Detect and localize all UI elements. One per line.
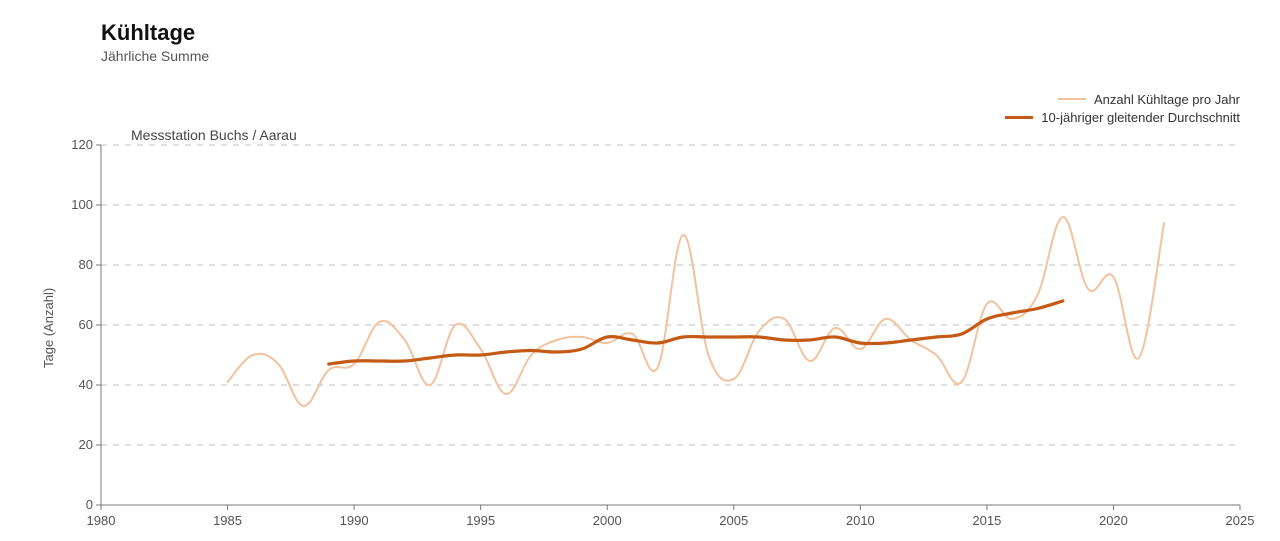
x-tick: 2025: [1220, 513, 1260, 528]
y-tick: 60: [53, 317, 93, 332]
title-block: Kühltage Jährliche Summe: [101, 20, 209, 64]
y-tick: 120: [53, 137, 93, 152]
chart-subtitle: Jährliche Summe: [101, 48, 209, 64]
legend-label-avg: 10-jähriger gleitender Durchschnitt: [1041, 110, 1240, 125]
x-tick: 2010: [840, 513, 880, 528]
x-tick: 1990: [334, 513, 374, 528]
x-tick: 1995: [461, 513, 501, 528]
line-chart: [95, 144, 1242, 512]
x-tick: 2015: [967, 513, 1007, 528]
x-tick: 2020: [1093, 513, 1133, 528]
y-tick: 100: [53, 197, 93, 212]
legend-item-avg: 10-jähriger gleitender Durchschnitt: [1005, 108, 1240, 126]
chart-container: { "title": "Kühltage", "subtitle": "Jähr…: [0, 0, 1280, 541]
x-tick: 1985: [208, 513, 248, 528]
x-tick: 2000: [587, 513, 627, 528]
y-tick: 20: [53, 437, 93, 452]
chart-title: Kühltage: [101, 20, 209, 46]
x-tick: 2005: [714, 513, 754, 528]
legend-item-annual: Anzahl Kühltage pro Jahr: [1005, 90, 1240, 108]
y-tick: 80: [53, 257, 93, 272]
legend: Anzahl Kühltage pro Jahr 10-jähriger gle…: [1005, 90, 1240, 126]
x-tick: 1980: [81, 513, 121, 528]
legend-swatch-annual: [1058, 98, 1086, 100]
y-tick: 40: [53, 377, 93, 392]
station-label: Messstation Buchs / Aarau: [131, 127, 297, 143]
series-moving_avg: [329, 301, 1063, 364]
legend-swatch-avg: [1005, 116, 1033, 119]
y-tick: 0: [53, 497, 93, 512]
legend-label-annual: Anzahl Kühltage pro Jahr: [1094, 92, 1240, 107]
